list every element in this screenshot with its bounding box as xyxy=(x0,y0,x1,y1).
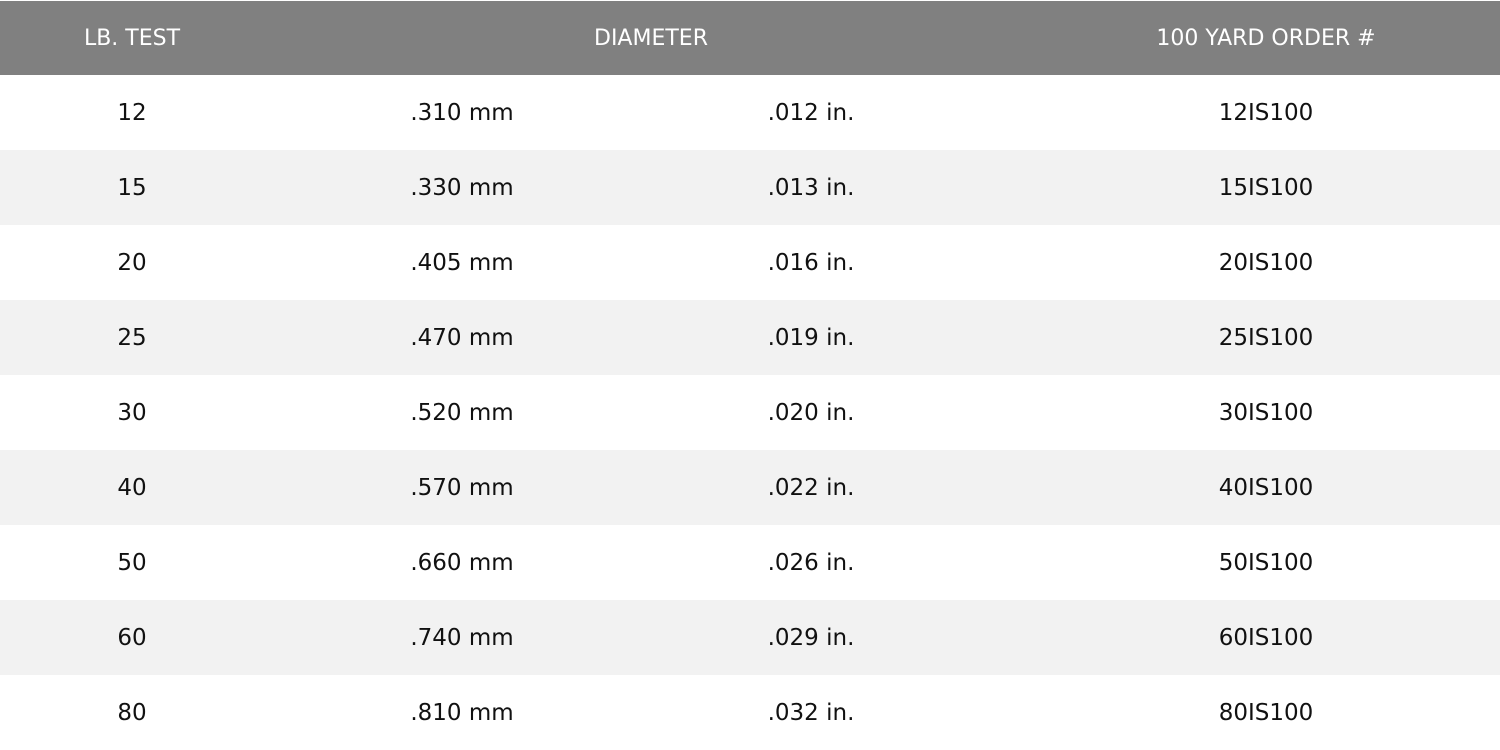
order-number-cell: 50IS100 xyxy=(1218,549,1314,576)
table-row: 30 .520 mm .020 in. 30IS100 xyxy=(0,375,1500,450)
diameter-mm-cell: .310 mm xyxy=(410,99,514,126)
diameter-mm-cell: .570 mm xyxy=(410,474,514,501)
table-header: LB. TEST DIAMETER 100 YARD ORDER # xyxy=(0,1,1500,75)
diameter-mm-cell: .470 mm xyxy=(410,324,514,351)
diameter-in-cell: .016 in. xyxy=(767,249,855,276)
header-order: 100 YARD ORDER # xyxy=(1156,25,1376,51)
table-row: 50 .660 mm .026 in. 50IS100 xyxy=(0,525,1500,600)
diameter-mm-cell: .520 mm xyxy=(410,399,514,426)
header-diameter: DIAMETER xyxy=(594,25,708,51)
order-number-cell: 25IS100 xyxy=(1218,324,1314,351)
diameter-mm-cell: .405 mm xyxy=(410,249,514,276)
order-number-cell: 40IS100 xyxy=(1218,474,1314,501)
order-number-cell: 80IS100 xyxy=(1218,699,1314,726)
diameter-in-cell: .029 in. xyxy=(767,624,855,651)
diameter-mm-cell: .330 mm xyxy=(410,174,514,201)
order-number-cell: 15IS100 xyxy=(1218,174,1314,201)
order-number-cell: 12IS100 xyxy=(1218,99,1314,126)
lb-test-cell: 12 xyxy=(117,99,147,126)
table-row: 80 .810 mm .032 in. 80IS100 xyxy=(0,675,1500,750)
lb-test-cell: 40 xyxy=(117,474,147,501)
lb-test-cell: 50 xyxy=(117,549,147,576)
header-lb-test: LB. TEST xyxy=(83,25,181,51)
diameter-mm-cell: .660 mm xyxy=(410,549,514,576)
order-number-cell: 20IS100 xyxy=(1218,249,1314,276)
table-row: 60 .740 mm .029 in. 60IS100 xyxy=(0,600,1500,675)
diameter-in-cell: .013 in. xyxy=(767,174,855,201)
table-row: 15 .330 mm .013 in. 15IS100 xyxy=(0,150,1500,225)
lb-test-cell: 60 xyxy=(117,624,147,651)
lb-test-cell: 15 xyxy=(117,174,147,201)
lb-test-cell: 25 xyxy=(117,324,147,351)
diameter-in-cell: .012 in. xyxy=(767,99,855,126)
order-number-cell: 30IS100 xyxy=(1218,399,1314,426)
diameter-mm-cell: .740 mm xyxy=(410,624,514,651)
table-row: 40 .570 mm .022 in. 40IS100 xyxy=(0,450,1500,525)
table-row: 20 .405 mm .016 in. 20IS100 xyxy=(0,225,1500,300)
diameter-in-cell: .020 in. xyxy=(767,399,855,426)
diameter-mm-cell: .810 mm xyxy=(410,699,514,726)
table-row: 12 .310 mm .012 in. 12IS100 xyxy=(0,75,1500,150)
diameter-in-cell: .019 in. xyxy=(767,324,855,351)
lb-test-cell: 20 xyxy=(117,249,147,276)
diameter-in-cell: .022 in. xyxy=(767,474,855,501)
order-number-cell: 60IS100 xyxy=(1218,624,1314,651)
lb-test-cell: 30 xyxy=(117,399,147,426)
table-row: 25 .470 mm .019 in. 25IS100 xyxy=(0,300,1500,375)
diameter-in-cell: .032 in. xyxy=(767,699,855,726)
diameter-in-cell: .026 in. xyxy=(767,549,855,576)
lb-test-cell: 80 xyxy=(117,699,147,726)
